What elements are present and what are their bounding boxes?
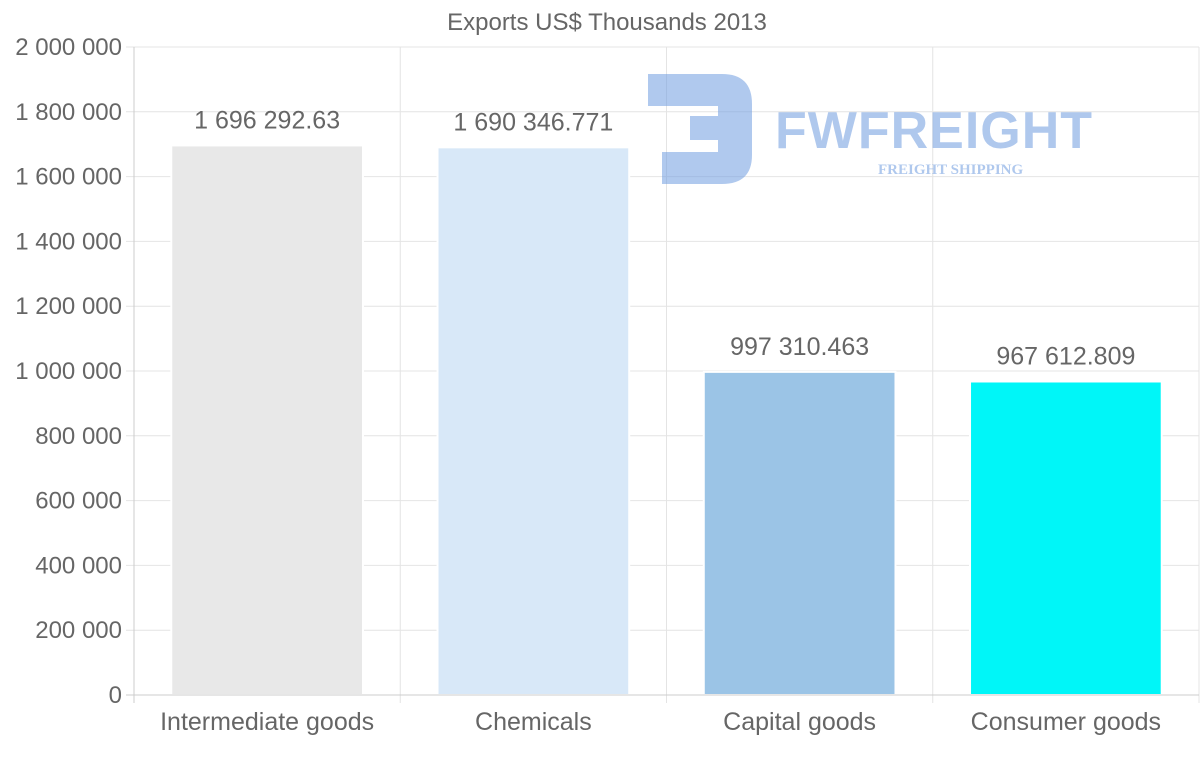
y-tick-label: 1 400 000 (15, 228, 122, 255)
watermark-tagline: FREIGHT SHIPPING (878, 162, 1023, 178)
y-tick-label: 400 000 (35, 552, 122, 579)
y-tick-label: 0 (109, 682, 122, 709)
y-tick-label: 1 200 000 (15, 293, 122, 320)
y-tick-label: 2 000 000 (15, 34, 122, 61)
axes: 0 200 000 400 000 600 000 800 000 1 000 000 1 … (15, 34, 1199, 736)
data-label: 1 696 292.63 (194, 106, 340, 134)
bar (702, 370, 897, 696)
fwfreight-logo-icon (648, 74, 752, 184)
y-tick-label: 1 600 000 (15, 164, 122, 191)
data-label: 967 612.809 (996, 342, 1135, 370)
x-tick-label: Capital goods (723, 708, 876, 736)
x-tick-label: Consumer goods (971, 708, 1161, 736)
bar (436, 146, 631, 697)
y-tick-label: 800 000 (35, 423, 122, 450)
y-tick-label: 600 000 (35, 488, 122, 515)
bar (969, 380, 1163, 696)
y-tick-label: 200 000 (35, 617, 122, 644)
data-label: 1 690 346.771 (453, 108, 613, 136)
bars (170, 144, 1163, 697)
x-tick-label: Chemicals (475, 708, 592, 736)
watermark-name: FWFREIGHT (775, 102, 1093, 160)
y-tick-label: 1 000 000 (15, 358, 122, 385)
x-tick-label: Intermediate goods (160, 708, 374, 736)
data-label: 997 310.463 (730, 333, 869, 361)
chart-title: Exports US$ Thousands 2013 (447, 9, 767, 36)
bar (170, 144, 364, 696)
watermark-logo: FWFREIGHT FREIGHT SHIPPING (648, 74, 1093, 184)
y-tick-label: 1 800 000 (15, 99, 122, 126)
